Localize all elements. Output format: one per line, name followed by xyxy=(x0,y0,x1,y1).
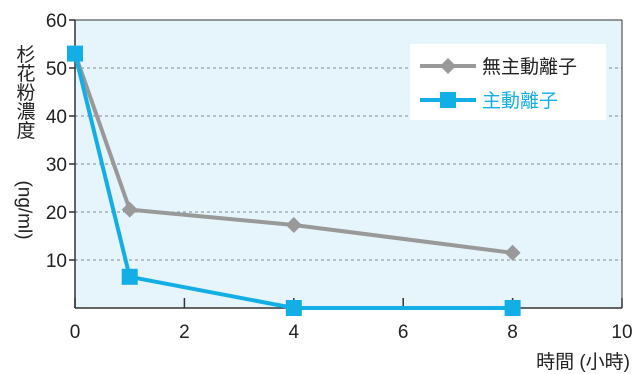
data-point-diamond xyxy=(285,216,302,233)
x-tick-label: 0 xyxy=(70,322,81,343)
data-point-diamond xyxy=(504,244,521,261)
legend-marker-diamond xyxy=(440,58,456,74)
series xyxy=(67,45,521,316)
tick-labels: 10 20 30 40 50 60 0 2 4 6 8 10 xyxy=(46,11,633,343)
data-point-square xyxy=(67,45,83,62)
legend-marker-square xyxy=(440,92,456,108)
legend: 無主動離子 主動離子 xyxy=(410,44,606,120)
legend-label-series-2: 主動離子 xyxy=(482,90,558,112)
x-tick-label: 4 xyxy=(289,322,300,343)
series-line-1 xyxy=(73,52,513,255)
y-axis-unit: (ng/ml) xyxy=(14,180,35,239)
data-point-square xyxy=(504,300,521,316)
legend-label-series-1: 無主動離子 xyxy=(482,56,577,78)
x-tick-label: 10 xyxy=(611,322,632,343)
data-point-square xyxy=(121,268,138,285)
x-tick-label: 8 xyxy=(507,322,518,343)
y-axis-title: 杉花粉濃度 xyxy=(14,44,36,139)
y-tick-label: 10 xyxy=(46,251,67,272)
x-tick-label: 2 xyxy=(179,322,190,343)
y-tick-label: 40 xyxy=(46,107,67,128)
y-tick-label: 20 xyxy=(46,203,67,224)
data-point-diamond xyxy=(121,201,138,218)
x-axis-title: 時間 (小時) xyxy=(536,351,630,373)
series-line-2 xyxy=(73,53,513,310)
y-tick-label: 30 xyxy=(46,155,67,176)
y-tick-label: 50 xyxy=(46,59,67,80)
data-point-square xyxy=(285,300,302,316)
x-tick-label: 6 xyxy=(398,322,409,343)
y-tick-label: 60 xyxy=(46,11,67,32)
